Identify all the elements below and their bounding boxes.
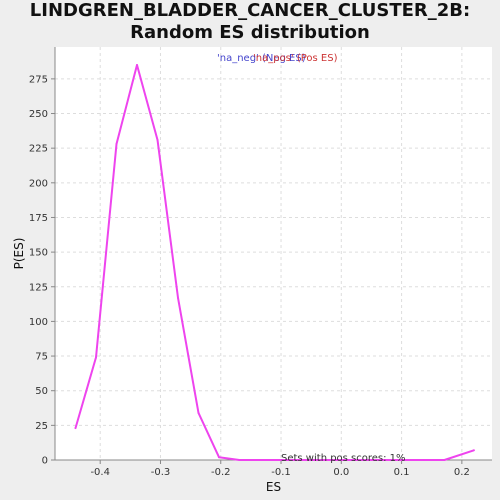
data-point [422, 459, 425, 461]
y-tick-label: 150 [29, 248, 48, 259]
data-point [94, 356, 97, 359]
data-point [402, 459, 405, 461]
y-tick-label: 125 [29, 282, 48, 293]
data-point [115, 143, 118, 146]
x-tick-label: 0.2 [454, 467, 470, 478]
y-tick-label: 275 [29, 74, 48, 85]
data-point [320, 459, 323, 461]
data-point [443, 459, 446, 461]
x-tick-label: -0.4 [90, 467, 110, 478]
x-tick-label: 0.1 [394, 467, 410, 478]
data-point [472, 449, 475, 452]
legend-neg-es: 'na_neg' (Neg ES) [217, 53, 306, 64]
tick-labels: 0 25 50 75 100 125 150 175 200 225 250 275 -0.4 -0.3 -… [29, 74, 470, 478]
pos-scores-annotation: Sets with pos scores: 1% [281, 453, 406, 464]
y-tick-label: 225 [29, 144, 48, 155]
data-point [299, 459, 302, 461]
y-tick-label: 175 [29, 213, 48, 224]
y-tick-label: 100 [29, 317, 48, 328]
y-tick-label: 250 [29, 109, 48, 120]
data-point [279, 459, 282, 461]
grid [55, 47, 492, 461]
x-tick-label: 0.0 [333, 467, 349, 478]
chart-title: LINDGREN_BLADDER_CANCER_CLUSTER_2B: Rand… [29, 0, 471, 43]
data-point [135, 64, 138, 67]
x-axis-label: ES [266, 480, 281, 494]
x-tick-label: -0.2 [211, 467, 231, 478]
series-layer [74, 64, 475, 461]
data-point [340, 459, 343, 461]
data-point [361, 459, 364, 461]
legend-pos-es: 'na_pos' (Pos ES) [253, 53, 338, 64]
y-tick-label: 50 [35, 386, 48, 397]
data-point [238, 459, 241, 461]
plot-background [55, 47, 492, 460]
y-tick-label: 200 [29, 178, 48, 189]
x-tick-label: -0.1 [271, 467, 291, 478]
x-tick-label: -0.3 [151, 467, 171, 478]
y-tick-label: 0 [42, 456, 48, 467]
data-point [176, 296, 179, 299]
y-tick-label: 25 [35, 421, 48, 432]
data-point [217, 456, 220, 459]
data-point [74, 427, 77, 430]
data-point [197, 411, 200, 414]
es-distribution-line [74, 64, 475, 461]
data-point [258, 459, 261, 461]
data-point [156, 138, 159, 141]
y-tick-label: 75 [35, 352, 48, 363]
data-point [381, 459, 384, 461]
y-axis-label: P(ES) [12, 238, 26, 270]
